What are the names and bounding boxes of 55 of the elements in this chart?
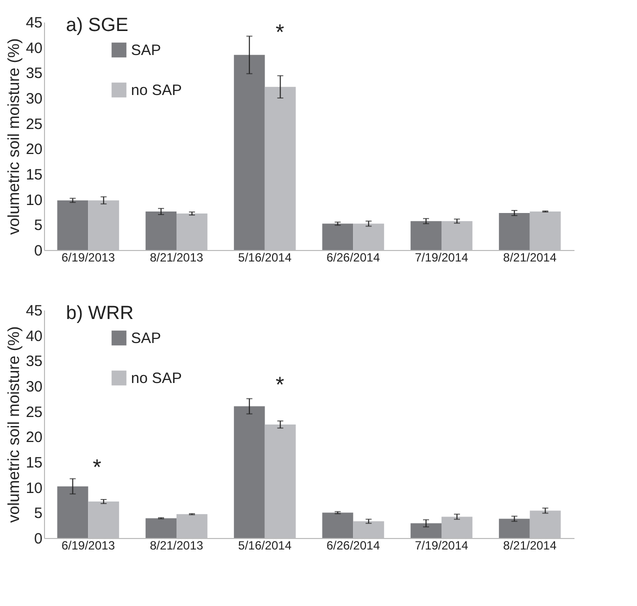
y-tick-label: 40: [26, 40, 42, 57]
x-tick-label: 6/19/2013: [61, 538, 116, 552]
annotation: *: [276, 372, 285, 398]
bar: [498, 213, 530, 250]
y-tick-label: 10: [26, 480, 42, 497]
bar: [410, 523, 442, 538]
y-tick-label: 20: [26, 141, 42, 158]
y-tick-label: 40: [26, 328, 42, 345]
bar: [498, 518, 530, 538]
x-tick-label: 7/19/2014: [414, 538, 469, 552]
y-tick-label: 45: [26, 14, 42, 32]
y-tick-label: 45: [26, 302, 42, 320]
y-axis-title: volumetric soil moisture (%): [6, 38, 23, 235]
x-tick-label: 8/21/2013: [150, 250, 204, 264]
legend-label: no SAP: [131, 82, 182, 99]
legend-label: SAP: [131, 330, 162, 347]
y-tick-label: 20: [26, 429, 42, 446]
y-tick-label: 15: [26, 454, 42, 472]
x-tick-label: 5/16/2014: [238, 250, 292, 264]
chart-title: a) SGE: [66, 15, 128, 36]
y-tick-label: 15: [26, 166, 42, 184]
bar: [322, 224, 354, 250]
x-tick-label: 5/16/2014: [238, 538, 292, 552]
y-tick-label: 30: [26, 378, 42, 396]
bar: [322, 512, 354, 538]
y-axis-title: volumetric soil moisture (%): [6, 326, 23, 523]
legend-label: SAP: [131, 42, 162, 59]
x-tick-label: 6/19/2013: [61, 250, 116, 264]
y-tick-label: 10: [26, 192, 42, 209]
y-tick-label: 0: [34, 530, 42, 548]
y-tick-label: 5: [34, 217, 42, 234]
bar: [57, 200, 88, 250]
bar: [57, 486, 88, 538]
bar: [410, 221, 442, 250]
x-tick-label: 7/19/2014: [414, 250, 469, 264]
x-tick-label: 6/26/2014: [326, 538, 380, 552]
chart-title: b) WRR: [66, 303, 134, 324]
x-tick-label: 8/21/2013: [150, 538, 204, 552]
legend-label: no SAP: [131, 370, 182, 387]
x-tick-label: 8/21/2014: [503, 250, 557, 264]
annotation: *: [276, 19, 285, 44]
y-tick-label: 35: [26, 353, 42, 370]
bar: [146, 211, 176, 250]
annotation: *: [92, 454, 102, 480]
bar: [234, 54, 265, 250]
y-tick-label: 35: [26, 65, 42, 82]
y-tick-label: 25: [26, 404, 42, 421]
bar: [234, 406, 265, 538]
y-tick-label: 5: [34, 505, 42, 522]
bar: [146, 518, 176, 538]
y-tick-label: 0: [34, 242, 42, 260]
y-tick-label: 25: [26, 116, 42, 133]
x-tick-label: 8/21/2014: [503, 538, 557, 552]
y-tick-label: 30: [26, 90, 42, 108]
x-tick-label: 6/26/2014: [326, 250, 380, 264]
